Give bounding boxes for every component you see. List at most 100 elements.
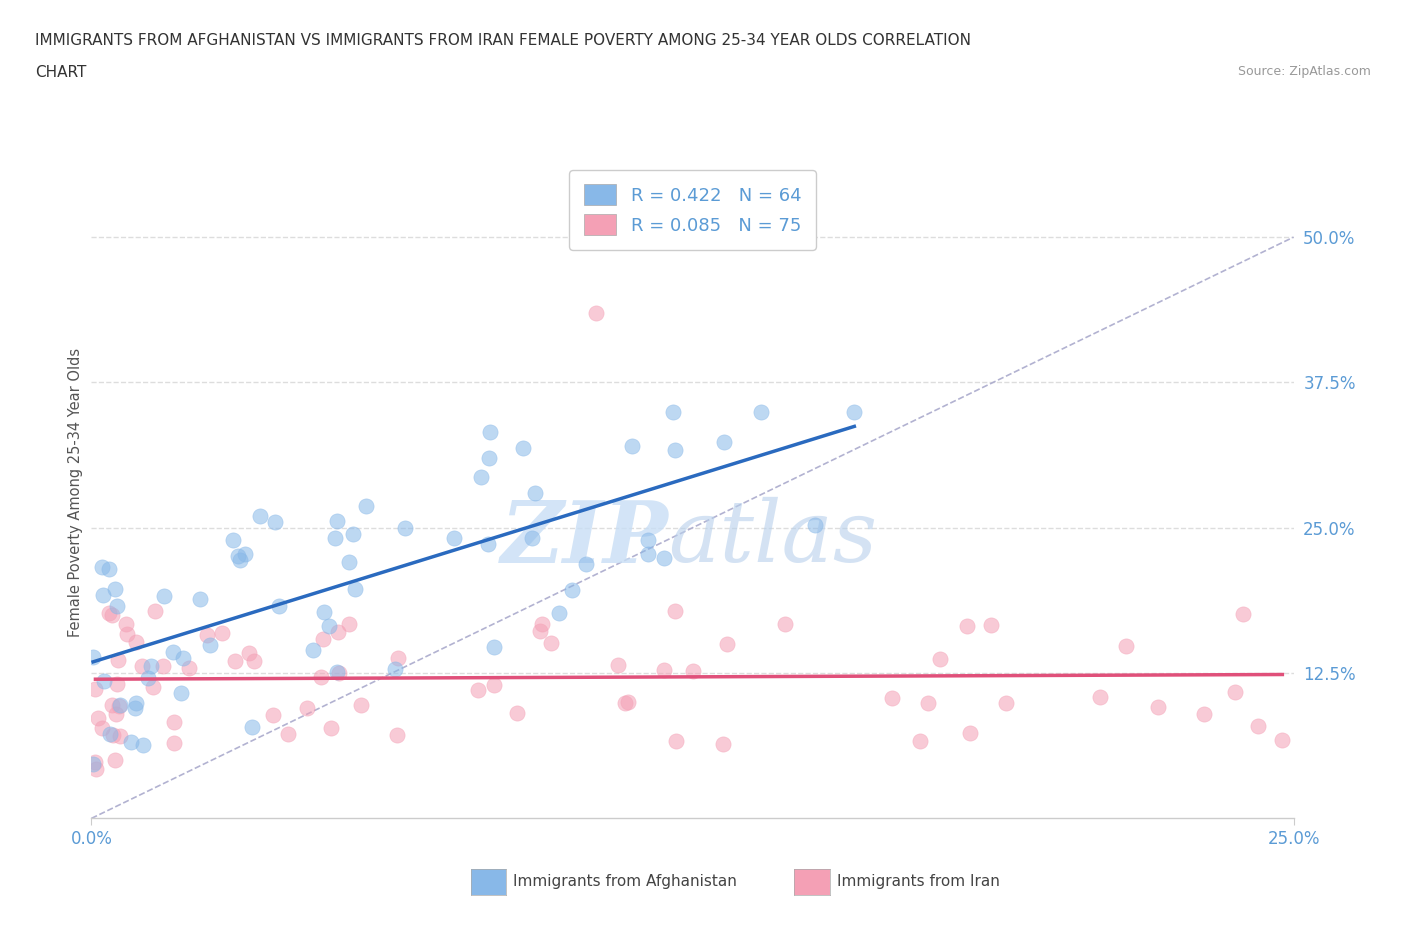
Point <box>328 666 350 681</box>
Point <box>478 424 501 439</box>
Point <box>198 638 221 653</box>
Point <box>956 619 979 634</box>
Point <box>84 762 107 777</box>
Point <box>585 305 607 320</box>
Point <box>1232 606 1254 621</box>
Text: Source: ZipAtlas.com: Source: ZipAtlas.com <box>1237 65 1371 78</box>
Point <box>319 721 342 736</box>
Point <box>131 658 153 673</box>
Point <box>804 517 827 532</box>
Point <box>637 547 659 562</box>
Point <box>107 653 129 668</box>
Point <box>108 728 131 743</box>
Point <box>170 685 193 700</box>
Point <box>108 698 131 712</box>
Point <box>520 530 543 545</box>
Point <box>318 618 340 633</box>
Point <box>312 631 335 646</box>
Y-axis label: Female Poverty Among 25-34 Year Olds: Female Poverty Among 25-34 Year Olds <box>67 349 83 637</box>
Point <box>84 755 107 770</box>
Point <box>661 405 683 419</box>
Point <box>97 562 120 577</box>
Point <box>574 556 596 571</box>
Point <box>530 617 553 631</box>
Point <box>512 440 534 455</box>
Point <box>264 515 287 530</box>
Point <box>82 757 104 772</box>
Point <box>93 588 115 603</box>
Point <box>523 485 546 500</box>
Point <box>387 651 409 666</box>
Point <box>607 658 630 672</box>
Point <box>91 721 114 736</box>
Point <box>105 677 128 692</box>
Point <box>101 698 124 712</box>
Point <box>93 673 115 688</box>
Point <box>749 405 772 419</box>
Point <box>100 608 122 623</box>
Point <box>482 677 505 692</box>
Point <box>664 443 686 458</box>
Point <box>994 696 1017 711</box>
Point <box>249 509 271 524</box>
Point <box>470 470 492 485</box>
Point <box>104 582 127 597</box>
Point <box>98 726 121 741</box>
Point <box>713 434 735 449</box>
Point <box>162 645 184 660</box>
Text: IMMIGRANTS FROM AFGHANISTAN VS IMMIGRANTS FROM IRAN FEMALE POVERTY AMONG 25-34 Y: IMMIGRANTS FROM AFGHANISTAN VS IMMIGRANT… <box>35 33 972 47</box>
Point <box>716 636 738 651</box>
Point <box>107 698 129 713</box>
Point <box>125 635 148 650</box>
Point <box>242 654 264 669</box>
Point <box>1271 733 1294 748</box>
Point <box>980 618 1002 632</box>
Point <box>350 698 373 712</box>
Point <box>929 651 952 666</box>
Point <box>773 617 796 631</box>
Point <box>621 438 644 453</box>
Point <box>103 727 125 742</box>
Point <box>326 625 349 640</box>
Point <box>323 530 346 545</box>
Point <box>90 560 112 575</box>
Point <box>547 605 569 620</box>
Point <box>190 591 212 606</box>
Point <box>267 598 290 613</box>
Point <box>467 683 489 698</box>
Point <box>385 727 408 742</box>
Point <box>238 645 260 660</box>
Point <box>384 661 406 676</box>
Point <box>105 598 128 613</box>
Point <box>910 734 932 749</box>
Point <box>82 649 104 664</box>
Point <box>262 708 284 723</box>
Point <box>652 663 675 678</box>
Legend: R = 0.422   N = 64, R = 0.085   N = 75: R = 0.422 N = 64, R = 0.085 N = 75 <box>569 170 815 249</box>
Point <box>115 617 138 631</box>
Point <box>153 589 176 604</box>
Point <box>880 691 903 706</box>
Text: Immigrants from Iran: Immigrants from Iran <box>837 874 1000 889</box>
Point <box>195 627 218 642</box>
Point <box>84 682 107 697</box>
Point <box>132 737 155 752</box>
Point <box>356 499 378 514</box>
Point <box>1194 707 1216 722</box>
Point <box>221 533 243 548</box>
Point <box>143 604 166 618</box>
Point <box>484 640 506 655</box>
Point <box>342 526 364 541</box>
Point <box>105 707 128 722</box>
Point <box>711 737 734 751</box>
Point <box>443 530 465 545</box>
Point <box>224 654 246 669</box>
Text: atlas: atlas <box>668 498 877 579</box>
Point <box>163 715 186 730</box>
Text: ZIP: ZIP <box>501 497 668 580</box>
Point <box>665 733 688 748</box>
Point <box>141 658 163 673</box>
Point <box>959 725 981 740</box>
Point <box>163 736 186 751</box>
Point <box>478 451 501 466</box>
